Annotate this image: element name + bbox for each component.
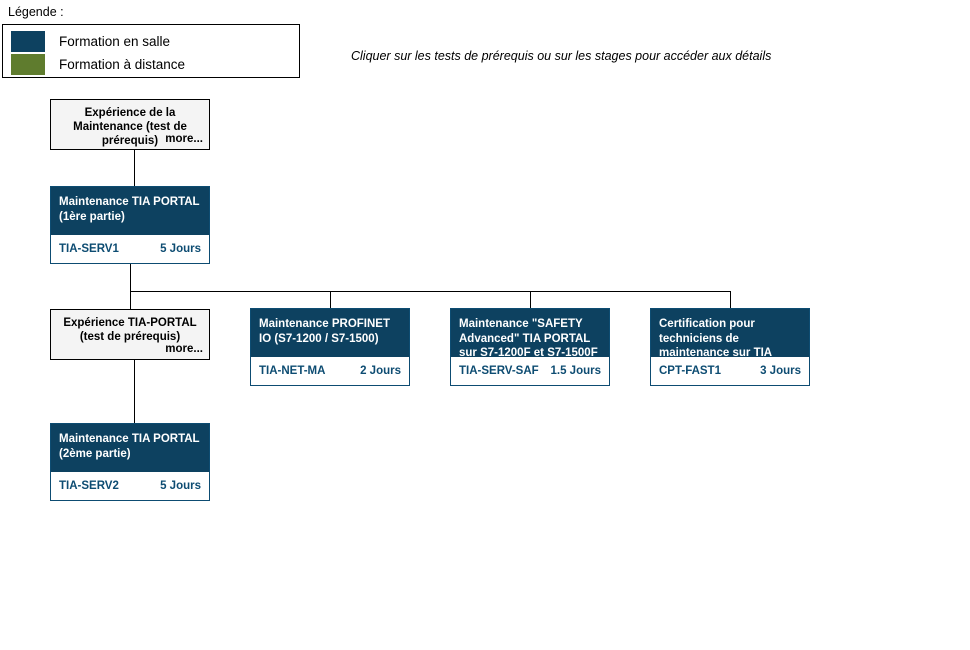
course-footer: CPT-FAST1 3 Jours [651,357,809,385]
course-title: Certification pour techniciens de mainte… [651,309,809,374]
course-duration: 1.5 Jours [550,365,602,377]
course-code: TIA-SERV1 [59,243,119,255]
connector-bus-to-prereq2 [130,291,131,310]
connector-bus-to-cpt-fast1 [730,291,731,308]
course-box-tia-serv-saf[interactable]: Maintenance "SAFETY Advanced" TIA PORTAL… [450,308,610,386]
prereq-more-link[interactable]: more... [165,343,203,355]
course-footer: TIA-SERV2 5 Jours [51,472,209,500]
legend-box: Formation en salle Formation à distance [2,24,300,78]
course-title: Maintenance TIA PORTAL (2ème partie) [51,424,209,474]
connector-bus [130,291,731,292]
course-title-text: Maintenance PROFINET IO (S7-1200 / S7-15… [259,318,390,345]
connector-serv1-to-bus [130,263,131,291]
course-title-text: Maintenance TIA PORTAL (2ème partie) [59,433,200,460]
legend-swatch-distance [11,53,45,75]
course-code: TIA-SERV-SAF [459,365,539,377]
course-footer: TIA-SERV1 5 Jours [51,235,209,263]
connector-prereq2-to-serv2 [134,360,135,423]
legend-label-classroom: Formation en salle [59,33,171,49]
course-code: CPT-FAST1 [659,365,721,377]
course-title-text: Maintenance TIA PORTAL (1ère partie) [59,196,200,223]
course-code: TIA-SERV2 [59,480,119,492]
course-duration: 5 Jours [160,243,201,255]
course-duration: 3 Jours [760,365,801,377]
course-footer: TIA-NET-MA 2 Jours [251,357,409,385]
instruction-text: Cliquer sur les tests de prérequis ou su… [351,49,772,63]
connector-bus-to-net-ma [330,291,331,308]
legend-label-distance: Formation à distance [59,56,186,72]
course-title-text: Maintenance "SAFETY Advanced" TIA PORTAL… [459,318,598,359]
course-duration: 5 Jours [160,480,201,492]
course-duration: 2 Jours [360,365,401,377]
course-title: Maintenance PROFINET IO (S7-1200 / S7-15… [251,309,409,359]
course-title: Maintenance "SAFETY Advanced" TIA PORTAL… [451,309,609,359]
course-box-cpt-fast1[interactable]: Certification pour techniciens de mainte… [650,308,810,386]
connector-prereq1-to-serv1 [134,150,135,186]
course-title: Maintenance TIA PORTAL (1ère partie) [51,187,209,237]
prereq-title: Expérience TIA-PORTAL (test de prérequis… [63,317,197,343]
prereq-box-exp-tia-portal[interactable]: Expérience TIA-PORTAL (test de prérequis… [50,309,210,360]
legend-item-distance: Formation à distance [3,52,299,76]
course-footer: TIA-SERV-SAF 1.5 Jours [451,357,609,385]
legend-item-classroom: Formation en salle [3,29,299,53]
prereq-title: Expérience de la Maintenance (test de pr… [73,107,187,147]
legend-title: Légende : [8,5,64,19]
course-box-tia-serv2[interactable]: Maintenance TIA PORTAL (2ème partie) TIA… [50,423,210,501]
course-code: TIA-NET-MA [259,365,326,377]
prereq-more-link[interactable]: more... [165,133,203,145]
legend-swatch-classroom [11,30,45,52]
course-box-tia-serv1[interactable]: Maintenance TIA PORTAL (1ère partie) TIA… [50,186,210,264]
course-box-tia-net-ma[interactable]: Maintenance PROFINET IO (S7-1200 / S7-15… [250,308,410,386]
prereq-box-exp-maintenance[interactable]: Expérience de la Maintenance (test de pr… [50,99,210,150]
connector-bus-to-serv-saf [530,291,531,308]
